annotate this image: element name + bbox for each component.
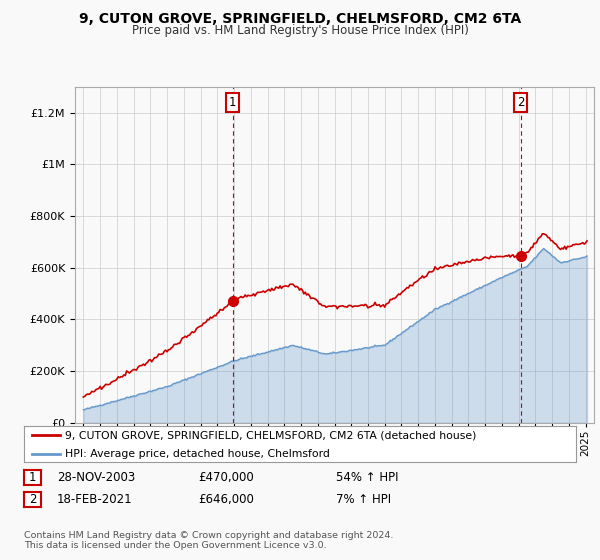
Text: 2: 2 [29, 493, 36, 506]
Text: Price paid vs. HM Land Registry's House Price Index (HPI): Price paid vs. HM Land Registry's House … [131, 24, 469, 36]
Text: 9, CUTON GROVE, SPRINGFIELD, CHELMSFORD, CM2 6TA: 9, CUTON GROVE, SPRINGFIELD, CHELMSFORD,… [79, 12, 521, 26]
Text: 9, CUTON GROVE, SPRINGFIELD, CHELMSFORD, CM2 6TA (detached house): 9, CUTON GROVE, SPRINGFIELD, CHELMSFORD,… [65, 431, 477, 440]
Text: HPI: Average price, detached house, Chelmsford: HPI: Average price, detached house, Chel… [65, 449, 330, 459]
Text: £646,000: £646,000 [198, 493, 254, 506]
Text: Contains HM Land Registry data © Crown copyright and database right 2024.
This d: Contains HM Land Registry data © Crown c… [24, 531, 394, 550]
Text: 54% ↑ HPI: 54% ↑ HPI [336, 471, 398, 484]
Text: 7% ↑ HPI: 7% ↑ HPI [336, 493, 391, 506]
Text: £470,000: £470,000 [198, 471, 254, 484]
Text: 2: 2 [517, 96, 524, 109]
Text: 28-NOV-2003: 28-NOV-2003 [57, 471, 135, 484]
Text: 1: 1 [229, 96, 236, 109]
Text: 1: 1 [29, 471, 36, 484]
Text: 18-FEB-2021: 18-FEB-2021 [57, 493, 133, 506]
